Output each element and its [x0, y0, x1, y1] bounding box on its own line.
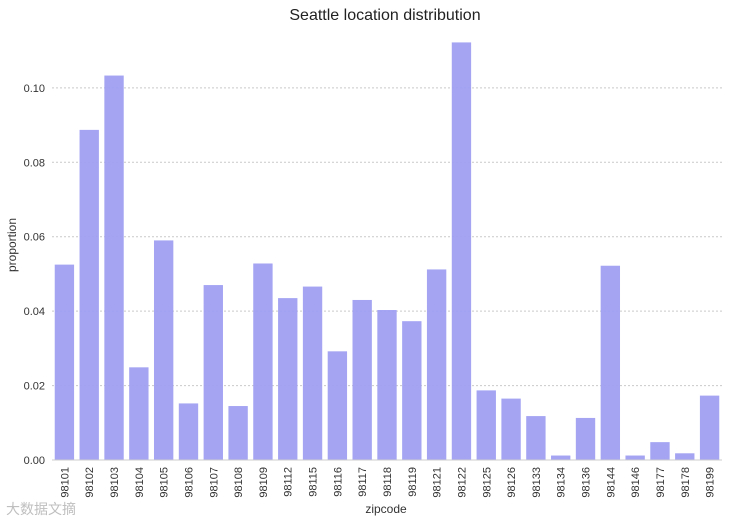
x-tick-label: 98101 — [59, 467, 71, 498]
bar-98106 — [178, 403, 199, 460]
bar-98136 — [575, 417, 596, 460]
y-axis-ticks: 0.00 0.02 0.04 0.06 0.08 0.10 — [24, 83, 45, 467]
bar-98115 — [302, 286, 323, 460]
watermark: 大数据文摘 — [6, 501, 76, 517]
bar-98117 — [352, 299, 372, 460]
x-tick-label: 98117 — [357, 467, 369, 497]
bar-98133 — [526, 416, 546, 460]
bar-98118 — [377, 310, 397, 460]
bar-98108 — [228, 406, 248, 460]
y-axis-label: proportion — [5, 218, 19, 272]
x-tick-label: 98122 — [456, 467, 468, 498]
x-tick-label: 98118 — [382, 467, 394, 497]
bar-98146 — [625, 455, 645, 460]
bar-98144 — [600, 265, 621, 460]
x-tick-label: 98103 — [109, 467, 121, 498]
bar-98116 — [327, 351, 348, 460]
bar-98107 — [203, 285, 223, 460]
x-tick-label: 98108 — [233, 467, 245, 498]
bar-98125 — [476, 390, 496, 460]
chart-title: Seattle location distribution — [289, 7, 480, 24]
x-tick-label: 98119 — [407, 467, 419, 497]
x-tick-label: 98121 — [432, 467, 444, 498]
bar-98178 — [675, 453, 695, 460]
x-tick-label: 98109 — [258, 467, 270, 498]
y-tick-label: 0.06 — [24, 232, 45, 244]
bar-98109 — [253, 263, 273, 460]
x-tick-label: 98133 — [531, 467, 543, 498]
x-tick-label: 98106 — [183, 467, 195, 498]
x-axis-label: zipcode — [365, 502, 407, 516]
x-tick-label: 98144 — [605, 467, 617, 498]
x-tick-label: 98134 — [556, 467, 568, 498]
bar-98105 — [153, 240, 174, 460]
x-tick-label: 98104 — [134, 467, 146, 498]
bar-98134 — [551, 455, 571, 460]
y-tick-label: 0.00 — [24, 455, 45, 467]
x-tick-label: 98112 — [283, 467, 295, 497]
bar-98103 — [104, 75, 124, 461]
bar-98104 — [129, 367, 149, 460]
x-tick-label: 98102 — [84, 467, 96, 498]
x-tick-label: 98178 — [680, 467, 692, 498]
x-tick-label: 98126 — [506, 467, 518, 498]
bars — [54, 42, 720, 461]
x-tick-label: 98116 — [332, 467, 344, 497]
bar-98102 — [79, 129, 99, 460]
bar-98126 — [501, 398, 521, 460]
bar-98121 — [426, 269, 447, 460]
bar-98119 — [402, 321, 422, 460]
x-tick-label: 98115 — [308, 467, 320, 497]
bar-98177 — [650, 442, 670, 460]
x-tick-label: 98105 — [159, 467, 171, 498]
bar-98112 — [278, 298, 298, 460]
bar-98122 — [451, 42, 472, 460]
bar-98199 — [699, 395, 720, 460]
x-tick-label: 98136 — [581, 467, 593, 498]
x-tick-label: 98177 — [655, 467, 667, 498]
y-tick-label: 0.04 — [24, 306, 45, 318]
x-tick-label: 98125 — [481, 467, 493, 498]
x-tick-label: 98199 — [705, 467, 717, 498]
x-tick-label: 98146 — [630, 467, 642, 498]
y-tick-label: 0.02 — [24, 381, 45, 393]
y-tick-label: 0.08 — [24, 157, 45, 169]
x-axis-ticks: 98101 98102 98103 98104 98105 98106 98107 98108… — [59, 467, 716, 498]
bar-98101 — [54, 264, 75, 460]
x-tick-label: 98107 — [208, 467, 220, 498]
y-tick-label: 0.10 — [24, 83, 45, 95]
watermark-text: 大数据文摘 — [6, 501, 76, 517]
